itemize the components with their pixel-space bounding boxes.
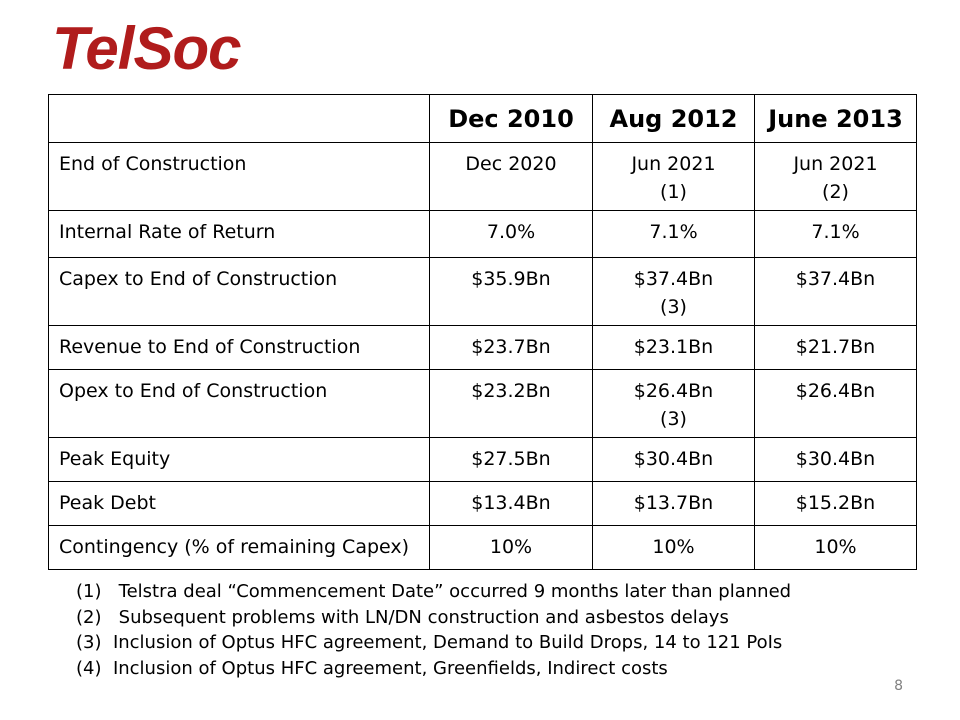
footnote-ref: (3) — [660, 408, 687, 430]
row-label: Capex to End of Construction — [48, 257, 430, 326]
table-cell: $23.7Bn — [429, 325, 593, 370]
table-header-row: Dec 2010 Aug 2012 June 2013 — [48, 94, 917, 143]
table-cell: $27.5Bn — [429, 437, 593, 482]
table-cell: 7.0% — [429, 210, 593, 258]
header-dec-2010: Dec 2010 — [429, 94, 593, 143]
footnote-ref: (3) — [660, 296, 687, 318]
row-label: Peak Equity — [48, 437, 430, 482]
footnote-4: (4) Inclusion of Optus HFC agreement, Gr… — [76, 657, 668, 679]
table-cell: $13.4Bn — [429, 481, 593, 526]
table-cell: $13.7Bn — [592, 481, 755, 526]
table-row: Revenue to End of Construction $23.7Bn $… — [48, 325, 917, 370]
header-aug-2012: Aug 2012 — [592, 94, 755, 143]
table-cell: Jun 2021 (1) — [592, 142, 755, 211]
row-label: Peak Debt — [48, 481, 430, 526]
table-row: Opex to End of Construction $23.2Bn $26.… — [48, 369, 917, 438]
table-cell: 7.1% — [592, 210, 755, 258]
table-cell: 10% — [429, 525, 593, 570]
table-row: End of Construction Dec 2020 Jun 2021 (1)… — [48, 142, 917, 211]
table-cell: $23.1Bn — [592, 325, 755, 370]
table-cell: Jun 2021 (2) — [754, 142, 917, 211]
table-row: Peak Equity $27.5Bn $30.4Bn $30.4Bn — [48, 437, 917, 482]
table-cell: 10% — [592, 525, 755, 570]
footnote-ref: (1) — [660, 181, 687, 203]
table-cell: $21.7Bn — [754, 325, 917, 370]
header-empty-cell — [48, 94, 430, 143]
comparison-table: Dec 2010 Aug 2012 June 2013 End of Const… — [48, 94, 917, 570]
footnote-3: (3) Inclusion of Optus HFC agreement, De… — [76, 632, 783, 653]
table-cell: $37.4Bn — [754, 257, 917, 326]
table-cell: $35.9Bn — [429, 257, 593, 326]
footnote-1: (1) Telstra deal “Commencement Date” occ… — [76, 581, 792, 602]
row-label: Internal Rate of Return — [48, 210, 430, 258]
table-cell: $15.2Bn — [754, 481, 917, 526]
table-cell: $30.4Bn — [592, 437, 755, 482]
table-cell: Dec 2020 — [429, 142, 593, 211]
table-cell: $30.4Bn — [754, 437, 917, 482]
table-cell: 7.1% — [754, 210, 917, 258]
footnote-ref: (2) — [822, 181, 849, 203]
row-label: Revenue to End of Construction — [48, 325, 430, 370]
table-row: Contingency (% of remaining Capex) 10% 1… — [48, 525, 917, 570]
telsoc-logo: TelSoc — [52, 15, 242, 82]
table-row: Peak Debt $13.4Bn $13.7Bn $15.2Bn — [48, 481, 917, 526]
row-label: End of Construction — [48, 142, 430, 211]
table-cell: $37.4Bn (3) — [592, 257, 755, 326]
table-cell: $23.2Bn — [429, 369, 593, 438]
row-label: Opex to End of Construction — [48, 369, 430, 438]
table-row: Internal Rate of Return 7.0% 7.1% 7.1% — [48, 210, 917, 258]
table-row: Capex to End of Construction $35.9Bn $37… — [48, 257, 917, 326]
row-label: Contingency (% of remaining Capex) — [48, 525, 430, 570]
footnotes-list: (1) Telstra deal “Commencement Date” occ… — [76, 579, 791, 681]
table-cell: $26.4Bn (3) — [592, 369, 755, 438]
footnote-2: (2) Subsequent problems with LN/DN const… — [76, 606, 729, 628]
page-number: 8 — [894, 678, 903, 694]
table-cell: 10% — [754, 525, 917, 570]
header-june-2013: June 2013 — [754, 94, 917, 143]
table-cell: $26.4Bn — [754, 369, 917, 438]
